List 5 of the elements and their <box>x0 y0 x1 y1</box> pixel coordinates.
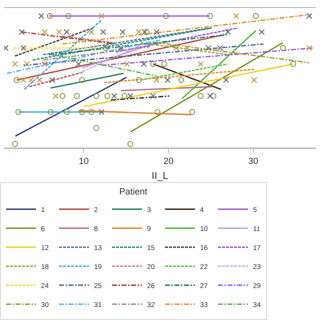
x-tick-label: 30 <box>248 156 258 166</box>
x-axis-title: II_L <box>152 171 169 182</box>
legend-title: Patient <box>119 186 148 197</box>
x-tick-label: 20 <box>163 156 174 166</box>
x-tick-label: 10 <box>78 156 89 166</box>
